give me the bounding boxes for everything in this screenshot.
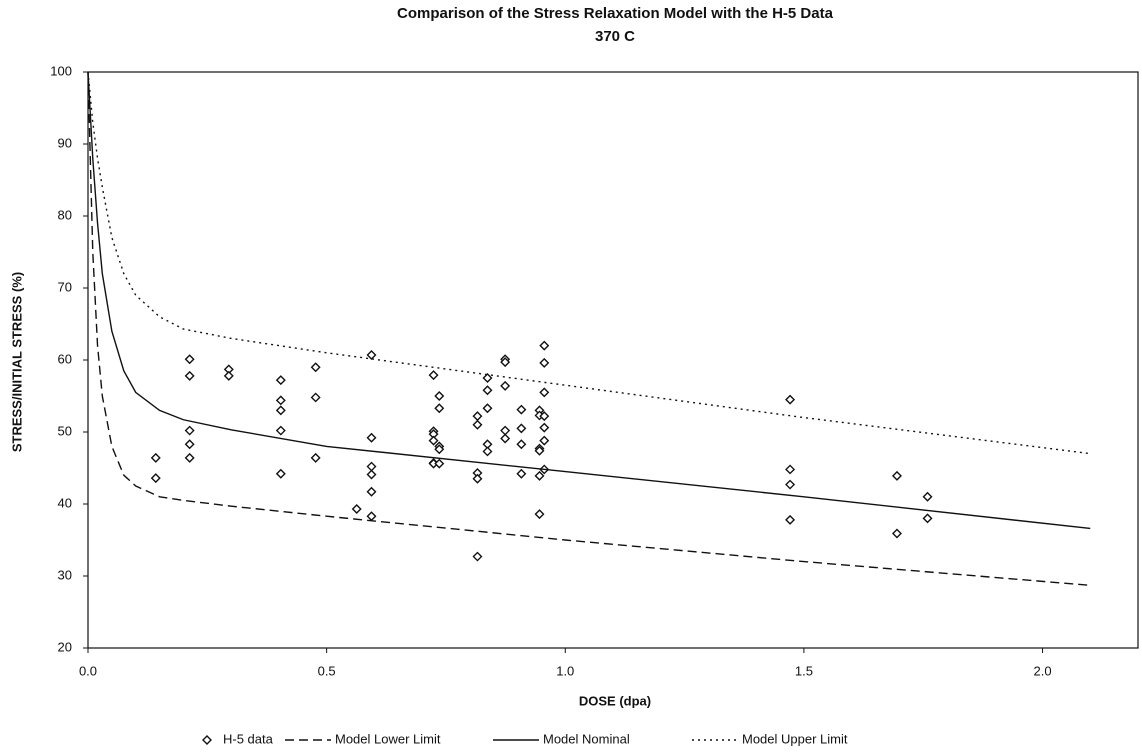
y-tick-label: 70 [58,279,72,294]
data-point [184,452,195,463]
data-point [516,439,527,450]
data-point [482,403,493,414]
model-line [87,71,1091,587]
legend-label: Model Lower Limit [335,731,441,746]
data-point [310,452,321,463]
data-point [482,373,493,383]
data-point [482,385,493,396]
data-point [275,395,286,406]
data-point [539,387,550,398]
data-point [184,370,195,381]
data-point [472,551,483,562]
x-tick-label: 0.5 [318,663,336,678]
data-point [922,491,933,502]
data-point [539,357,550,368]
data-point [275,468,286,479]
data-point [785,464,796,475]
data-point [500,357,511,368]
data-point [366,432,377,443]
data-point [184,425,195,436]
data-point [482,446,493,457]
chart-subtitle: 370 C [595,28,635,45]
data-point [310,392,321,403]
data-point [785,394,796,405]
data-point [150,473,161,484]
data-point [275,425,286,436]
data-point [891,528,902,539]
y-axis-title: STRESS/INITIAL STRESS (%) [9,272,24,452]
data-point [434,391,445,401]
data-point [275,405,286,416]
y-tick-label: 20 [58,639,72,654]
data-point [516,423,527,434]
legend-marker [202,735,212,745]
data-point [500,380,511,391]
data-point [150,452,161,463]
data-point [472,473,483,484]
y-tick-label: 30 [58,567,72,582]
data-point [366,349,377,360]
data-point [500,433,511,444]
data-point [539,340,550,351]
y-tick-label: 90 [58,135,72,150]
data-point [434,403,445,414]
data-point [891,470,902,481]
legend-label: Model Upper Limit [742,731,848,746]
y-tick-label: 40 [58,495,72,510]
data-point [351,504,362,515]
data-point [428,370,439,381]
data-point [534,470,545,481]
model-line [87,71,1091,455]
y-tick-label: 80 [58,207,72,222]
data-point [539,422,550,433]
data-point [785,514,796,525]
data-point [366,511,377,522]
data-point [184,354,195,365]
data-point [223,370,234,381]
data-point [516,404,527,415]
legend-label: Model Nominal [543,731,630,746]
x-tick-label: 2.0 [1034,663,1052,678]
legend-label: H-5 data [223,731,274,746]
x-tick-label: 0.0 [79,663,97,678]
chart-title: Comparison of the Stress Relaxation Mode… [397,5,834,22]
data-point [366,486,377,497]
data-point [534,445,545,456]
data-point [785,479,796,490]
data-point [472,411,483,422]
data-point [275,375,286,386]
data-point [539,435,550,446]
data-point [428,435,439,446]
data-point [539,411,550,422]
model-line [87,71,1091,530]
y-tick-label: 100 [50,63,72,78]
data-point [184,439,195,450]
x-tick-label: 1.5 [795,663,813,678]
data-point [310,362,321,373]
data-point [366,469,377,480]
data-point [534,509,545,520]
y-tick-label: 50 [58,423,72,438]
x-axis-title: DOSE (dpa) [579,693,651,708]
x-tick-label: 1.0 [556,663,574,678]
data-point [500,425,511,436]
data-point [366,461,377,472]
data-point [434,444,445,455]
y-tick-label: 60 [58,351,72,366]
data-point [516,468,527,479]
data-point [922,513,933,524]
data-point [472,419,483,430]
data-point [434,458,445,469]
plot-frame [87,71,1139,649]
